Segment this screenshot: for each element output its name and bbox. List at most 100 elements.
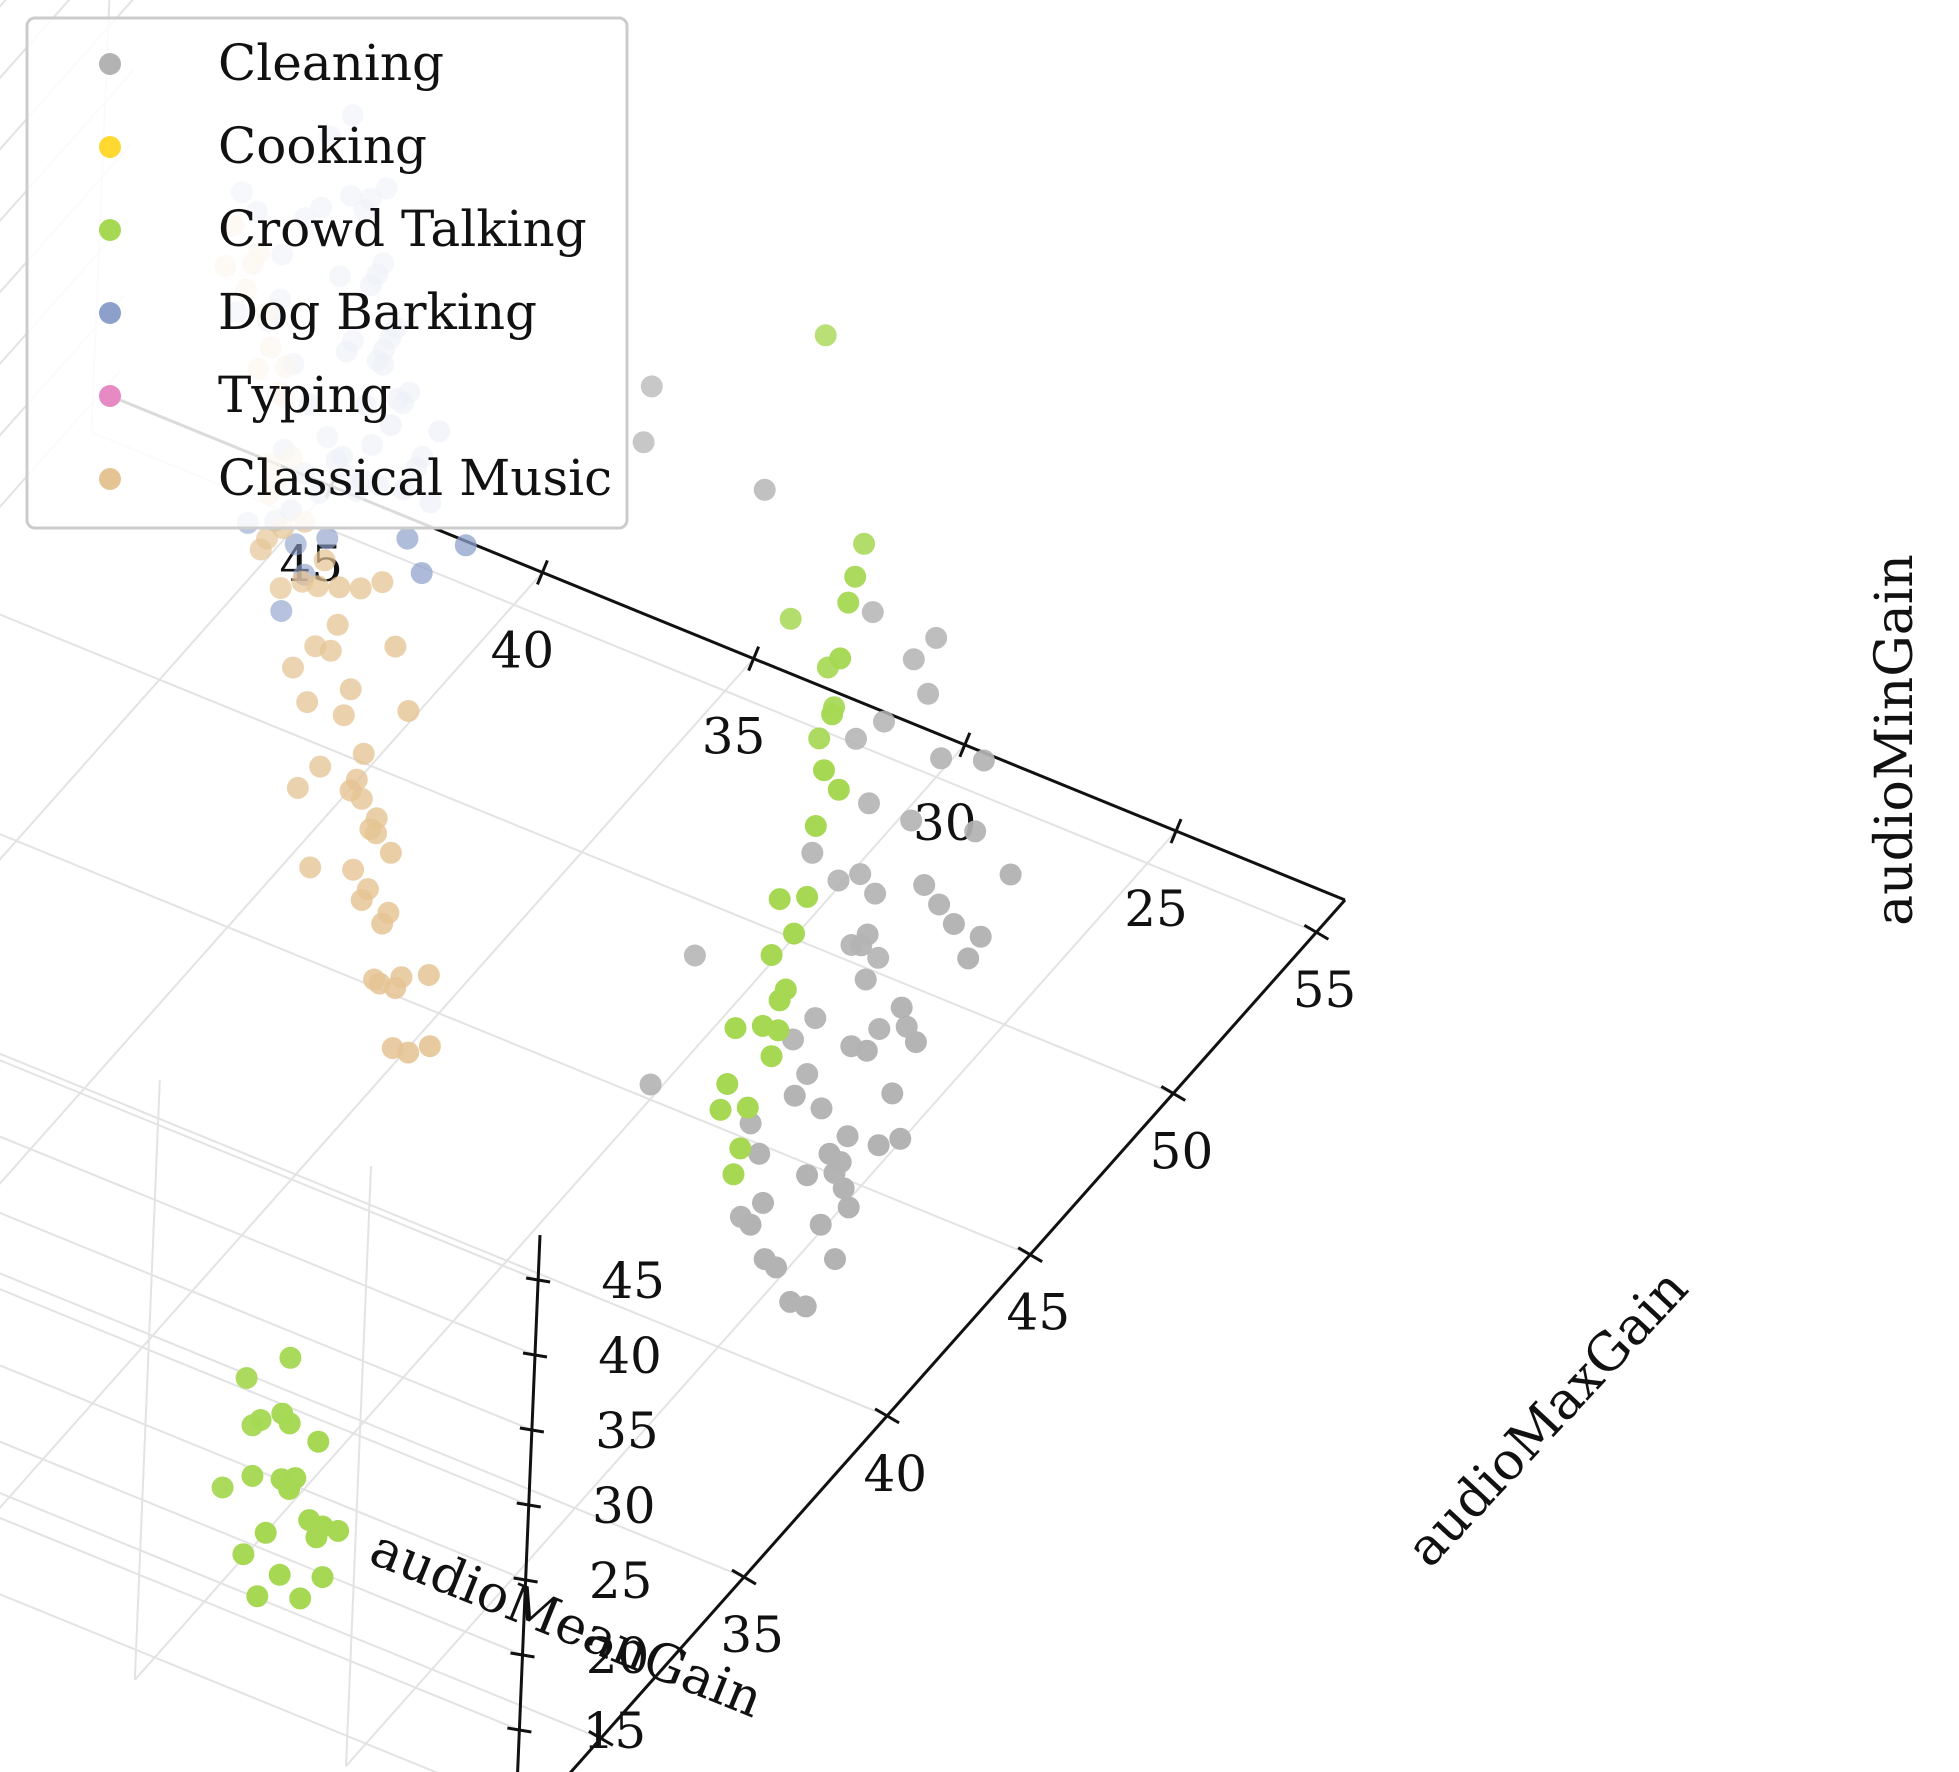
point-cleaning — [957, 947, 980, 970]
y-tick — [1303, 923, 1330, 941]
point-cleaning — [783, 1084, 806, 1107]
x-tick — [536, 559, 549, 585]
point-cleaning — [854, 968, 877, 991]
legend-marker-crowd-talking — [99, 219, 121, 241]
gridline-y — [0, 613, 1174, 1095]
point-crowd-talking — [760, 944, 783, 966]
point-classical-music — [371, 912, 394, 935]
point-cleaning — [837, 1196, 860, 1219]
gridline-x — [0, 657, 755, 1510]
point-cleaning — [836, 1125, 859, 1148]
point-cleaning — [868, 1018, 891, 1040]
legend-marker-typing — [99, 385, 121, 407]
point-crowd-talking — [829, 647, 852, 670]
point-crowd-talking — [814, 324, 837, 347]
point-crowd-talking — [716, 1073, 739, 1095]
point-cleaning — [753, 1248, 776, 1271]
gridline-y — [0, 1052, 888, 1417]
point-cleaning — [873, 710, 895, 733]
x-tick-label: 25 — [1124, 880, 1188, 938]
point-crowd-talking — [804, 815, 827, 837]
point-classical-music — [339, 678, 362, 701]
x-tick — [958, 732, 972, 758]
y-tick — [731, 1568, 757, 1586]
point-dog-barking — [316, 527, 339, 550]
gridline-y — [0, 1491, 602, 1740]
point-cleaning — [867, 946, 890, 969]
point-dog-barking — [410, 562, 433, 585]
point-classical-music — [328, 576, 351, 599]
legend-box — [25, 16, 629, 530]
point-cleaning — [818, 1142, 841, 1165]
gridline-x — [133, 1079, 161, 1680]
point-cleaning — [867, 1134, 890, 1157]
point-crowd-talking — [311, 1566, 334, 1589]
point-cleaning — [683, 944, 706, 967]
point-cleaning — [640, 375, 663, 398]
point-classical-music — [313, 549, 336, 572]
point-cleaning — [748, 1142, 771, 1165]
point-crowd-talking — [279, 1346, 302, 1369]
point-cleaning — [890, 996, 913, 1019]
gridline-y — [0, 833, 1031, 1256]
legend-label-classical-music: Classical Music — [218, 449, 612, 507]
point-cleaning — [864, 882, 887, 905]
point-cleaning — [904, 1031, 927, 1054]
point-crowd-talking — [249, 1409, 272, 1431]
point-crowd-talking — [827, 778, 850, 801]
point-cleaning — [832, 1177, 855, 1200]
point-crowd-talking — [783, 922, 805, 945]
point-cleaning — [900, 809, 923, 832]
gridline-x — [345, 1165, 373, 1767]
x-tick — [747, 646, 761, 672]
point-cleaning — [861, 601, 884, 624]
point-classical-music — [249, 538, 272, 561]
point-classical-music — [349, 577, 372, 600]
point-classical-music — [363, 968, 386, 991]
point-cleaning — [858, 792, 880, 815]
gridline-z — [0, 1135, 536, 1356]
point-crowd-talking — [211, 1476, 234, 1499]
point-cleaning — [913, 874, 936, 896]
point-crowd-talking — [246, 1585, 269, 1608]
z-tick-label: 15 — [583, 1702, 647, 1760]
point-dog-barking — [270, 600, 293, 622]
point-dog-barking — [396, 527, 419, 550]
x-tick-label: 30 — [913, 794, 977, 852]
point-classical-music — [359, 818, 382, 841]
point-cleaning — [794, 1295, 817, 1318]
point-cleaning — [855, 1039, 878, 1062]
legend: Cleaning Cooking Crowd Talking Dog Barking T… — [25, 16, 629, 530]
gridline-z — [0, 0, 7, 8]
point-classical-music — [299, 856, 322, 879]
legend-label-dog-barking: Dog Barking — [218, 283, 537, 341]
point-crowd-talking — [767, 1019, 790, 1042]
point-crowd-talking — [724, 1017, 747, 1040]
legend-marker-cooking — [99, 136, 121, 158]
gridline-z — [0, 1288, 530, 1506]
point-crowd-talking — [307, 1430, 330, 1453]
point-cleaning — [881, 1082, 904, 1105]
point-cleaning — [930, 747, 953, 770]
z-tick — [525, 1276, 551, 1284]
point-crowd-talking — [268, 1563, 291, 1586]
y-axis-title: audioMaxGain — [1395, 1258, 1699, 1578]
legend-marker-classical-music — [99, 468, 121, 490]
point-cleaning — [999, 863, 1022, 886]
point-classical-music — [371, 571, 394, 594]
point-classical-music — [384, 977, 407, 1000]
point-classical-music — [326, 613, 349, 636]
gridline-x — [134, 744, 966, 1681]
gridline-z — [0, 1593, 439, 1772]
point-classical-music — [319, 639, 342, 662]
z-tick-label: 45 — [601, 1252, 665, 1310]
point-crowd-talking — [796, 885, 819, 908]
point-crowd-talking — [289, 1587, 312, 1610]
point-classical-music — [418, 1035, 441, 1058]
z-tick — [510, 1651, 535, 1659]
point-crowd-talking — [808, 727, 831, 750]
point-classical-music — [350, 889, 373, 911]
point-dog-barking — [284, 533, 307, 556]
point-cleaning — [796, 1164, 819, 1187]
y-tick-label: 55 — [1293, 961, 1357, 1019]
